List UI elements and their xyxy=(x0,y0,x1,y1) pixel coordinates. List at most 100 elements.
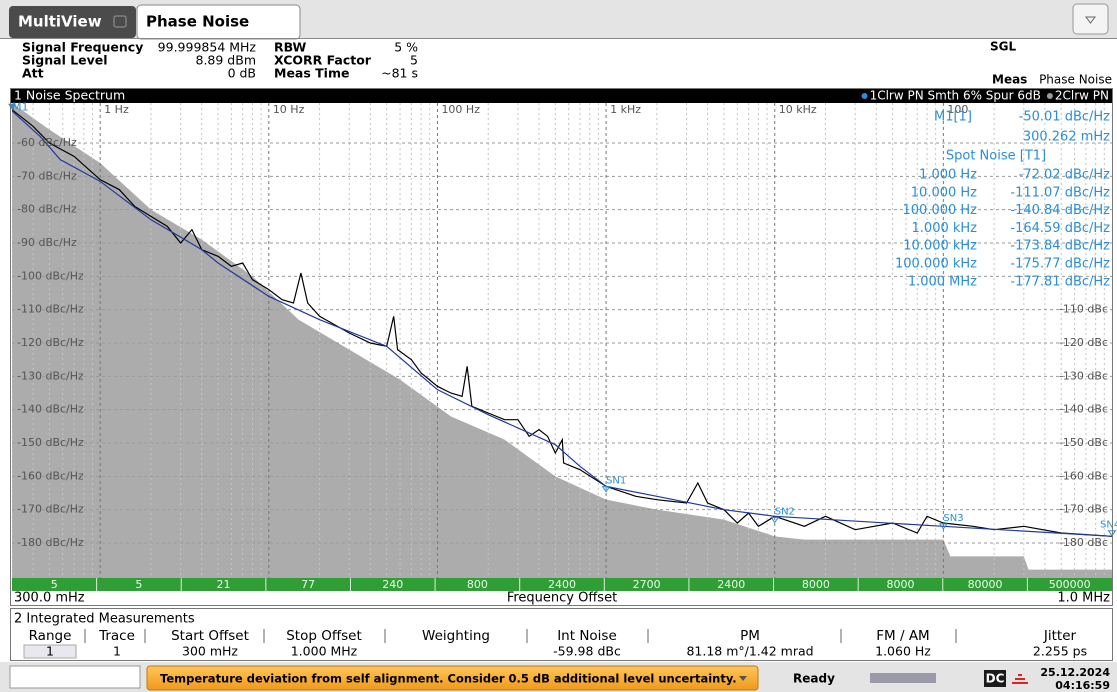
spot-marker-label: SN4 xyxy=(1100,520,1117,531)
y-tick-label: -150 dBc/Hz xyxy=(17,436,84,449)
message-box[interactable] xyxy=(146,665,759,691)
setting-value: 99.999854 MHz xyxy=(158,40,257,55)
column-value: 1 xyxy=(46,644,54,659)
y-tick-label: -100 dBc/Hz xyxy=(17,269,84,282)
spot-marker xyxy=(770,516,780,524)
x-end-label: 1.0 MHz xyxy=(1057,591,1110,606)
column-header: Trace xyxy=(98,628,135,644)
status-date: 25.12.2024 xyxy=(1040,666,1110,679)
spot-marker-label: SN2 xyxy=(775,506,795,517)
spot-level: -72.02 dBc/Hz xyxy=(1019,168,1111,183)
x-tick-label: 100 Hz xyxy=(441,103,480,116)
setting-label: Att xyxy=(22,66,44,81)
spot-freq: 1.000 MHz xyxy=(908,274,977,289)
spot-level: -111.07 dBc/Hz xyxy=(1010,185,1110,200)
y-tick-label: -170 dBc/Hz xyxy=(17,503,84,516)
status-time: 04:16:59 xyxy=(1055,679,1110,692)
panel-border xyxy=(10,88,1113,606)
y-tick-label: -70 dBc/Hz xyxy=(17,169,77,182)
y-tick-label: -60 dBc/Hz xyxy=(17,136,77,149)
spot-freq: 10.000 kHz xyxy=(903,239,977,254)
segment-label: 8000 xyxy=(802,578,830,591)
x-start-label: 300.0 mHz xyxy=(14,591,85,606)
segment-label: 800 xyxy=(467,578,488,591)
x-tick-label: 10 Hz xyxy=(273,103,305,116)
spot-level: -164.59 dBc/Hz xyxy=(1010,221,1110,236)
marker-label: M1[1] xyxy=(934,110,972,125)
legend-label: 2Clrw PN xyxy=(1055,89,1109,103)
setting-label: Meas Time xyxy=(274,66,349,81)
segment-label: 500000 xyxy=(1049,578,1091,591)
legend-swatch xyxy=(861,93,868,99)
progress-bar xyxy=(870,673,936,683)
plot: 1 Hz 10 Hz 100 Hz 1 kHz 10 kHz 100 -60 dBc/Hz -… xyxy=(8,101,1117,606)
status-state: Ready xyxy=(793,672,835,686)
tab-label: MultiView xyxy=(18,13,102,31)
input-box[interactable] xyxy=(9,665,141,689)
legend-swatch xyxy=(1046,93,1053,99)
table-title: 2 Integrated Measurements xyxy=(14,612,195,627)
segment-label: 240 xyxy=(382,578,403,591)
setting-value: ~81 s xyxy=(381,66,418,81)
x-axis-title: Frequency Offset xyxy=(507,591,617,606)
settings: Signal Frequency 99.999854 MHz Signal Leve… xyxy=(22,40,418,81)
legend: 2Clrw PN 1Clrw PN Smth 6% Spur 6dB xyxy=(861,89,1109,103)
column-header: Jitter xyxy=(1043,628,1077,644)
spot-freq: 1.000 kHz xyxy=(912,221,978,236)
x-tick-label: 100 xyxy=(947,103,968,116)
setting-label: Signal Level xyxy=(22,53,108,68)
setting-value: 8.89 dBm xyxy=(196,53,257,68)
setting-value: 5 xyxy=(410,53,418,68)
status-message: Temperature deviation from self alignmen… xyxy=(160,672,737,686)
spot-level: -173.84 dBc/Hz xyxy=(1010,239,1110,254)
column-value: 300 mHz xyxy=(182,644,238,659)
segment-label: 21 xyxy=(217,578,231,591)
column-header: Stop Offset xyxy=(286,628,362,644)
meas-label: Meas xyxy=(992,73,1027,87)
column-value: 81.18 m°/1.42 mrad xyxy=(686,644,813,659)
segment-label: 77 xyxy=(301,578,315,591)
message-arrow xyxy=(739,676,747,681)
segment-label: 2400 xyxy=(717,578,745,591)
table-panel xyxy=(10,608,1113,661)
trace xyxy=(12,110,1112,537)
segment-label: 5 xyxy=(135,578,142,591)
dropdown-arrow xyxy=(1085,16,1096,24)
y2-tick-label: -170 dBc xyxy=(1059,503,1108,516)
setting-label: Signal Frequency xyxy=(22,40,143,55)
spot-freq: 100.000 kHz xyxy=(895,257,977,272)
column-header: Int Noise xyxy=(557,628,617,644)
x-tick-label: 10 kHz xyxy=(779,103,817,116)
spot-marker-label: SN1 xyxy=(606,476,626,487)
marker-freq: 300.262 mHz xyxy=(1023,130,1110,145)
y-tick-label: -110 dBc/Hz xyxy=(17,303,84,316)
tab[interactable] xyxy=(9,6,136,38)
y2-tick-label: -120 dBc xyxy=(1059,336,1108,349)
y-tick-label: -120 dBc/Hz xyxy=(17,336,84,349)
segment-bar xyxy=(12,578,1112,591)
spot-level: -177.81 dBc/Hz xyxy=(1010,274,1110,289)
segment-label: 2400 xyxy=(548,578,576,591)
noise-floor xyxy=(12,103,1112,578)
plot-content xyxy=(12,103,1112,578)
dc-icon xyxy=(1012,674,1028,684)
spot-level: -140.84 dBc/Hz xyxy=(1010,203,1110,218)
meas-value: Phase Noise xyxy=(1039,73,1112,87)
column-value: 1.000 MHz xyxy=(291,644,358,659)
spot-freq: 1.000 Hz xyxy=(919,168,977,183)
marker-name: M1 xyxy=(12,101,29,114)
y-tick-label: -80 dBc/Hz xyxy=(17,203,77,216)
spot-marker xyxy=(938,523,948,530)
y2-tick-label: -150 dBc xyxy=(1059,436,1108,449)
panel-title: 1 Noise Spectrum xyxy=(14,88,125,103)
spot-marker xyxy=(601,486,611,493)
segment-label: 5 xyxy=(51,578,58,591)
setting-value: 0 dB xyxy=(228,66,256,81)
column-value: 1 xyxy=(113,644,121,659)
setting-label: RBW xyxy=(274,40,306,55)
tab-label: Phase Noise xyxy=(146,13,249,31)
spot-level: -175.77 dBc/Hz xyxy=(1010,257,1110,272)
dropdown-button[interactable] xyxy=(1072,3,1109,35)
column-value: 2.255 ps xyxy=(1033,644,1087,659)
